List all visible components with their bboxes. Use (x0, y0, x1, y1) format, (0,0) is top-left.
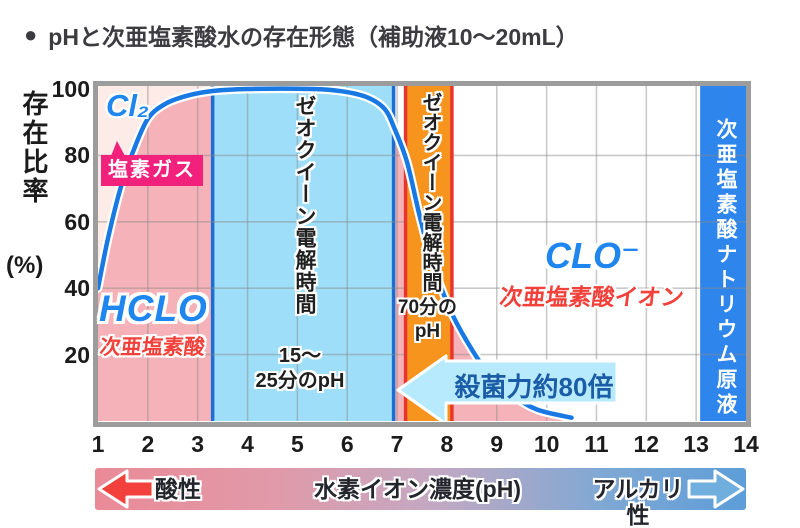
y-axis-unit: (%) (6, 252, 44, 279)
y-tick-label-40: 40 (64, 275, 90, 302)
y-tick-label-20: 20 (64, 341, 90, 368)
y-axis-title: 存在比率 (19, 90, 49, 206)
page-title-text: pHと次亜塩素酸水の存在形態（補助液10～20mL） (48, 24, 579, 50)
y-tick-label-80: 80 (64, 142, 90, 169)
naocl-stock-zone (700, 86, 746, 421)
badge-pointer-icon (111, 141, 125, 156)
zeoqueen-15-25-time-label: ゼオクイーン電解時間 (293, 95, 316, 315)
x-tick-label-8: 8 (440, 431, 454, 457)
y-tick-label-60: 60 (64, 208, 90, 235)
hclo-name-label: 次亜塩素酸 (98, 336, 207, 359)
x-tick-label-4: 4 (241, 431, 254, 457)
clo-name-label: 次亜塩素酸イオン (498, 284, 686, 310)
zeoqueen-15-25-ph-label: 15～ 25分のpH (230, 344, 370, 394)
hclo-formula-label: HCLO (99, 288, 208, 329)
ph-scale-bar (95, 468, 746, 510)
x-tick-label-2: 2 (141, 431, 155, 457)
zeoqueen-70-ph-line1: 70分の (397, 297, 458, 318)
x-tick-label-14: 14 (733, 431, 759, 457)
sterilizing-power-label: 殺菌力約80倍 (454, 372, 614, 402)
alkali-arrow-icon (687, 469, 745, 509)
x-tick-label-13: 13 (683, 431, 709, 457)
zeoqueen-70-ph-line2: pH (414, 321, 441, 342)
ph-axis-label: 水素イオン濃度(pH) (314, 476, 521, 502)
x-tick-label-11: 11 (584, 431, 609, 457)
zeoqueen-70-ph-label: 70分の pH (385, 296, 470, 344)
plot-frame (93, 81, 751, 427)
x-tick-label-6: 6 (340, 431, 354, 457)
page-title: ● pHと次亜塩素酸水の存在形態（補助液10～20mL） (24, 18, 579, 52)
zeoqueen-15-25-ph-line2: 25分のpH (255, 370, 345, 392)
acid-label: 酸性 (155, 476, 201, 502)
sterilize-arrow-left-icon (396, 354, 619, 426)
zeoqueen-15-25-ph-line1: 15～ (278, 345, 322, 367)
x-tick-label-9: 9 (490, 431, 504, 457)
chlorine-gas-badge-text: 塩素ガス (108, 159, 196, 181)
chlorine-gas-badge: 塩素ガス (101, 141, 203, 186)
naocl-stock-label: 次亜塩素酸ナトリウム原液 (714, 118, 737, 418)
zeoqueen-15-25-zone (212, 86, 394, 421)
cl2-formula-label: Cl₂ (106, 88, 149, 123)
x-tick-label-7: 7 (390, 431, 404, 457)
zeoqueen-70-time-label: ゼオクイーン電解時間 (419, 92, 441, 292)
x-tick-label-5: 5 (290, 431, 304, 457)
x-tick-label-3: 3 (191, 431, 205, 457)
x-tick-label-1: 1 (91, 431, 105, 457)
acid-arrow-icon (97, 469, 155, 509)
x-tick-label-12: 12 (633, 431, 660, 457)
y-tick-label-100: 100 (51, 76, 90, 102)
x-tick-label-10: 10 (533, 431, 560, 457)
clo-formula-label: CLO⁻ (545, 235, 640, 276)
alkali-label: アルカリ性 (592, 476, 684, 528)
existence-curve (95, 86, 574, 420)
title-bullet-icon: ● (24, 22, 38, 47)
